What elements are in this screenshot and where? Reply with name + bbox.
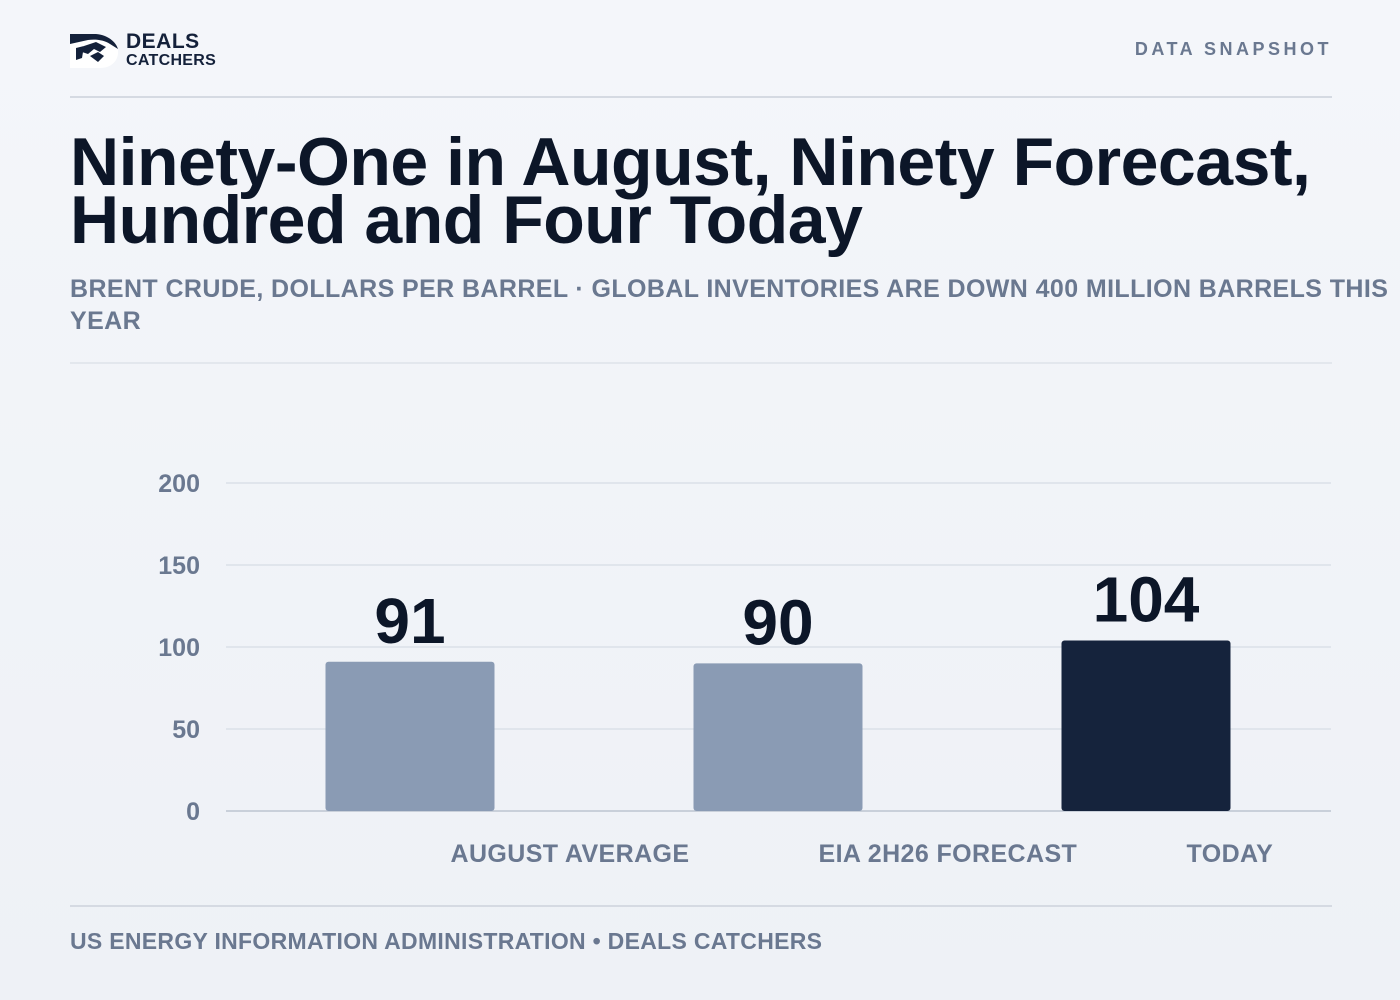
footer-divider <box>70 905 1332 907</box>
header-tag: DATA SNAPSHOT <box>1134 39 1332 59</box>
page-subtitle: BRENT CRUDE, DOLLARS PER BARREL · GLOBAL… <box>70 275 1389 335</box>
y-tick-label: 150 <box>158 552 200 580</box>
bar-value-label: 104 <box>1093 563 1200 635</box>
handshake-icon <box>70 34 119 68</box>
header: DEALS CATCHERS DATA SNAPSHOT <box>70 30 1332 98</box>
bar <box>325 661 495 811</box>
y-tick-label: 200 <box>158 470 200 498</box>
y-tick-label: 100 <box>158 634 200 662</box>
bar <box>1061 640 1231 811</box>
page-title: Ninety-One in August, Ninety Forecast, H… <box>70 124 1311 258</box>
title-divider <box>70 362 1332 364</box>
source-footer: US ENERGY INFORMATION ADMINISTRATION • D… <box>70 928 823 954</box>
x-category-label: EIA 2H26 FORECAST <box>819 840 1078 868</box>
x-category-label: TODAY <box>1187 840 1274 868</box>
y-tick-label: 50 <box>172 716 200 744</box>
x-category-label: AUGUST AVERAGE <box>451 840 690 868</box>
bar-value-label: 90 <box>742 586 813 658</box>
bar <box>693 663 863 811</box>
brand-name-line1: DEALS <box>126 30 200 53</box>
bar-value-label: 91 <box>374 585 445 657</box>
brand-logo[interactable]: DEALS CATCHERS <box>70 30 216 72</box>
brand-name-line2: CATCHERS <box>126 52 217 69</box>
y-tick-label: 0 <box>186 798 200 826</box>
